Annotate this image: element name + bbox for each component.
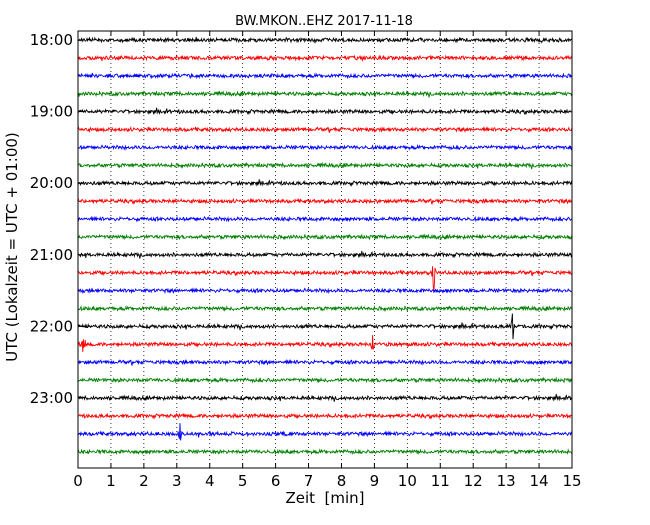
x-tick-label: 6 bbox=[271, 472, 281, 490]
x-tick-label: 10 bbox=[398, 472, 417, 490]
trace-13 bbox=[77, 266, 572, 292]
trace-18 bbox=[77, 358, 573, 366]
trace-12 bbox=[77, 250, 573, 259]
trace-8 bbox=[77, 179, 573, 187]
trace-6 bbox=[77, 143, 573, 151]
x-tick-label: 13 bbox=[497, 472, 516, 490]
trace-11 bbox=[77, 233, 573, 241]
trace-23 bbox=[77, 448, 573, 456]
x-axis-ticks: 0 1 2 3 4 5 6 7 8 9 10 11 12 13 14 15 bbox=[73, 31, 582, 490]
trace-20 bbox=[77, 394, 573, 402]
x-tick-label: 9 bbox=[370, 472, 380, 490]
trace-15 bbox=[77, 304, 573, 312]
trace-0 bbox=[77, 36, 573, 44]
trace-16 bbox=[77, 313, 573, 340]
y-tick-label: 21:00 bbox=[30, 246, 73, 264]
x-axis-label: Zeit [min] bbox=[285, 489, 364, 507]
seismic-traces bbox=[77, 36, 573, 456]
trace-21 bbox=[77, 412, 572, 420]
plot-frame bbox=[77, 30, 573, 469]
y-tick-label: 22:00 bbox=[30, 317, 73, 335]
trace-14 bbox=[78, 287, 572, 295]
x-tick-label: 3 bbox=[172, 472, 182, 490]
trace-2 bbox=[77, 72, 573, 80]
trace-17 bbox=[77, 335, 573, 352]
grid-lines bbox=[110, 31, 540, 468]
trace-9 bbox=[77, 197, 573, 205]
x-tick-label: 4 bbox=[205, 472, 215, 490]
x-tick-label: 12 bbox=[464, 472, 483, 490]
y-tick-label: 23:00 bbox=[30, 389, 73, 407]
chart-title: BW.MKON..EHZ 2017-11-18 bbox=[235, 14, 413, 29]
trace-7 bbox=[77, 161, 573, 170]
y-tick-label: 18:00 bbox=[30, 31, 73, 49]
x-tick-label: 11 bbox=[431, 472, 450, 490]
x-tick-label: 0 bbox=[73, 472, 83, 490]
x-tick-label: 15 bbox=[562, 472, 581, 490]
x-tick-label: 7 bbox=[304, 472, 314, 490]
y-axis-label: UTC (Lokalzeit = UTC + 01:00) bbox=[3, 132, 21, 362]
trace-10 bbox=[77, 215, 573, 223]
y-tick-label: 19:00 bbox=[30, 103, 73, 121]
x-tick-label: 14 bbox=[530, 472, 549, 490]
trace-3 bbox=[77, 90, 573, 98]
trace-4 bbox=[77, 107, 573, 116]
x-tick-label: 2 bbox=[139, 472, 149, 490]
y-tick-label: 20:00 bbox=[30, 174, 73, 192]
trace-19 bbox=[77, 376, 573, 384]
trace-5 bbox=[77, 126, 573, 134]
trace-22 bbox=[78, 423, 573, 441]
trace-1 bbox=[77, 54, 573, 62]
x-tick-label: 1 bbox=[106, 472, 116, 490]
x-tick-label: 5 bbox=[238, 472, 248, 490]
x-tick-label: 8 bbox=[337, 472, 347, 490]
y-axis-ticks: 18:00 19:00 20:00 21:00 22:00 23:00 bbox=[30, 31, 83, 407]
